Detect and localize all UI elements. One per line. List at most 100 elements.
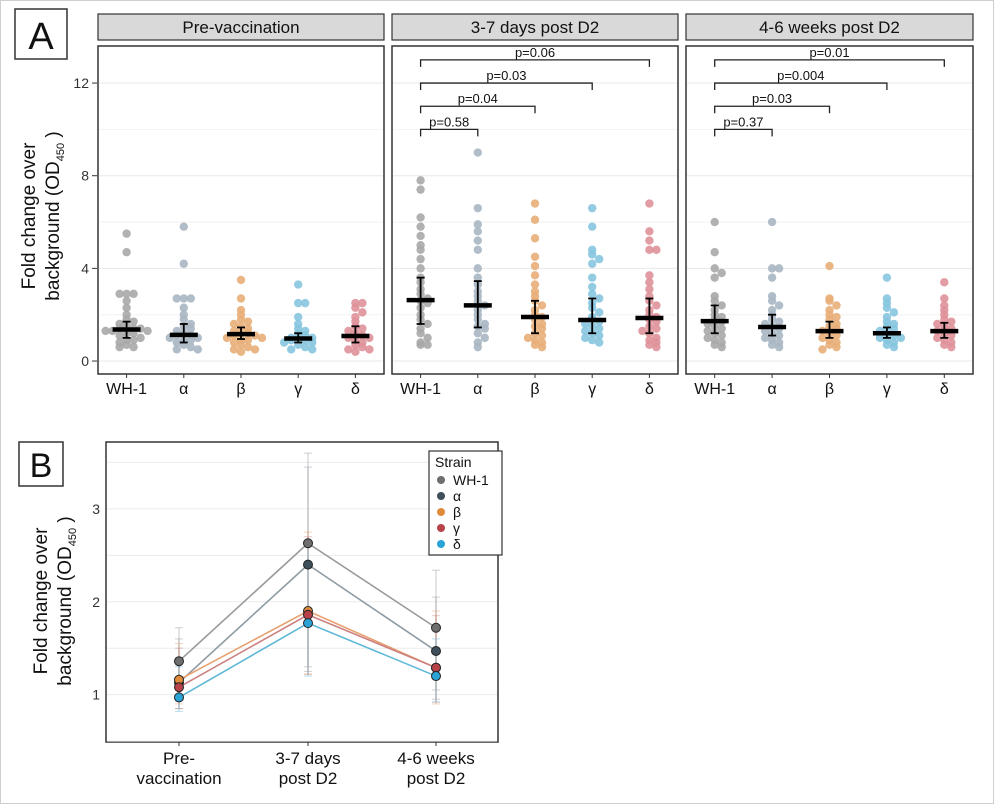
data-point [767, 273, 777, 282]
data-point [122, 296, 131, 306]
p-value-label: p=0.004 [777, 68, 824, 83]
data-point [423, 319, 432, 329]
data-point [250, 345, 260, 354]
data-point [294, 312, 303, 322]
data-point [129, 317, 138, 326]
data-point [710, 264, 719, 273]
data-point [115, 342, 124, 352]
data-point [832, 301, 841, 310]
x-tick-label: α [767, 381, 776, 398]
data-point [825, 340, 834, 350]
data-point [710, 296, 719, 306]
significance-bracket [419, 105, 536, 114]
data-point [947, 331, 956, 340]
data-point [344, 326, 353, 336]
x-tick-label: 4-6 weeks [397, 749, 474, 768]
data-point [351, 303, 360, 312]
legend-swatch [437, 524, 445, 532]
x-tick-label: β [530, 381, 539, 398]
data-point [344, 345, 353, 354]
data-point [652, 301, 661, 310]
panel-b-label-box [18, 441, 64, 487]
data-point [136, 333, 145, 343]
data-point [423, 340, 432, 350]
data-point [947, 317, 956, 326]
data-point [416, 264, 425, 273]
data-point [767, 340, 777, 350]
data-point [896, 333, 906, 343]
data-point [882, 340, 892, 350]
facet-2: 4-6 weeks post D2 WH-1 α β γ δ p=0.37 p=0.03 p=0… [685, 13, 974, 398]
significance-bracket [419, 82, 593, 91]
data-point [933, 333, 942, 343]
data-point [530, 199, 540, 208]
data-point [825, 296, 834, 306]
data-point [431, 671, 441, 682]
legend-label: α [453, 488, 461, 504]
data-point [172, 294, 181, 303]
y-tick-label: 3 [92, 501, 100, 517]
data-point [416, 245, 425, 255]
data-point [717, 324, 726, 333]
data-point [358, 308, 367, 317]
p-value-label: p=0.06 [515, 45, 555, 60]
facet-1: 3-7 days post D2 WH-1 α β γ δ p=0.58 p=0.04 p=0.… [391, 13, 679, 398]
data-point [717, 301, 726, 310]
data-point [301, 298, 310, 308]
data-point [358, 298, 367, 308]
data-point [480, 333, 489, 343]
p-value-label: p=0.04 [458, 91, 498, 106]
data-point [717, 342, 726, 352]
data-point [229, 345, 239, 354]
data-point [832, 331, 841, 340]
panel-a-label-box [14, 8, 68, 60]
data-point [774, 301, 784, 310]
data-point [581, 326, 590, 336]
data-point [179, 294, 188, 303]
legend-swatch [437, 508, 445, 516]
legend-label: β [453, 504, 461, 520]
x-tick-label: WH-1 [106, 381, 147, 398]
data-point [933, 319, 942, 329]
x-tick-label: WH-1 [400, 381, 441, 398]
data-point [287, 345, 296, 354]
x-tick-label: β [825, 381, 834, 398]
data-point [940, 278, 949, 287]
data-point [875, 333, 885, 343]
data-point [947, 342, 956, 352]
data-point [416, 329, 425, 338]
data-point [423, 333, 432, 343]
data-point [703, 326, 712, 336]
data-point [767, 264, 777, 273]
data-point [595, 331, 604, 340]
data-point [236, 322, 246, 331]
data-point [129, 335, 138, 345]
data-point [774, 331, 784, 340]
data-point [652, 342, 661, 352]
data-point [179, 303, 188, 312]
data-point [236, 275, 246, 285]
data-point [416, 340, 425, 350]
data-point [537, 342, 547, 352]
data-point [652, 245, 661, 255]
data-point [179, 259, 188, 268]
data-point [717, 331, 726, 340]
legend-box [428, 450, 503, 556]
data-point [940, 294, 949, 303]
data-point [530, 215, 540, 224]
facet-title: 3-7 days post D2 [471, 18, 600, 37]
data-point [645, 271, 654, 280]
x-tick-label: γ [588, 381, 596, 398]
data-point [645, 236, 654, 245]
data-point [236, 315, 246, 324]
data-point [530, 340, 540, 350]
data-point [638, 326, 647, 336]
data-point [717, 268, 726, 278]
data-point [882, 273, 892, 282]
data-point [537, 324, 547, 333]
p-value-label: p=0.03 [486, 68, 526, 83]
data-point [186, 342, 195, 352]
